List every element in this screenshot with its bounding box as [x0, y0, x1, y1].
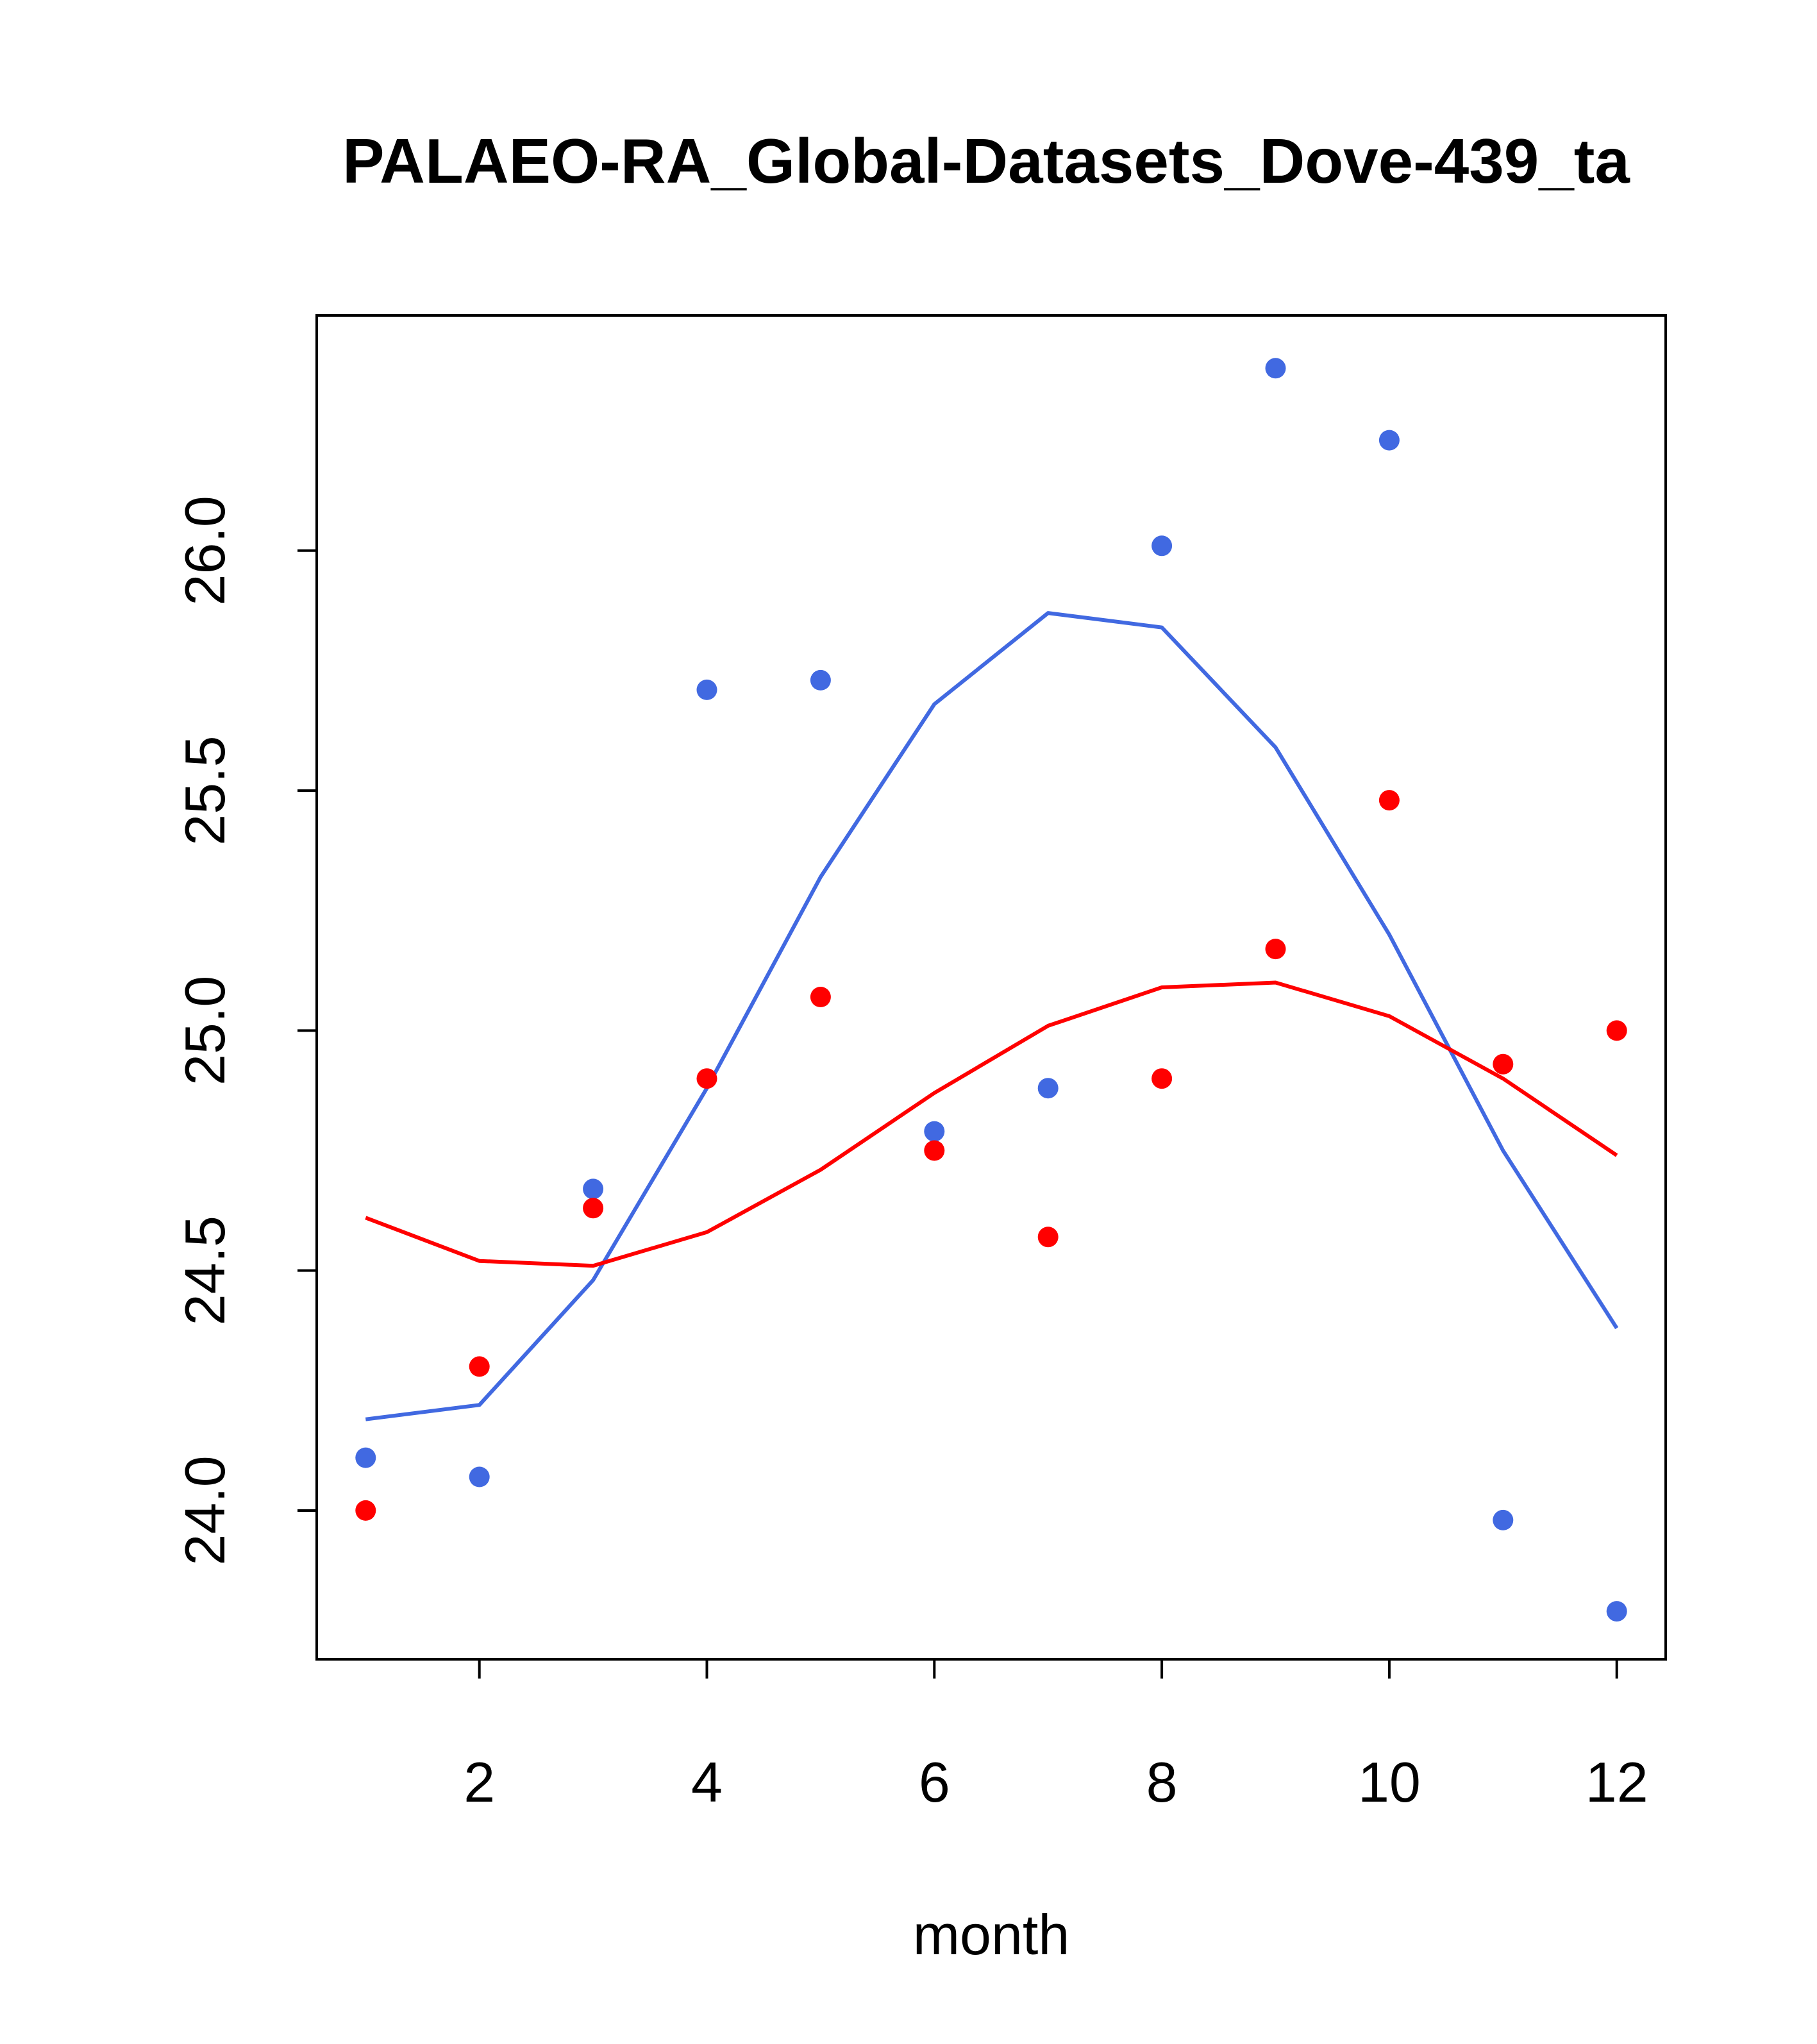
x-tick-label-6: 12: [1586, 1750, 1648, 1814]
data-point-s1-9: [1265, 358, 1286, 379]
y-tick-label-5: 26.0: [173, 496, 237, 605]
data-point-s2-10: [1378, 790, 1400, 811]
x-tick-label-4: 8: [1146, 1750, 1178, 1814]
data-point-s1-3: [583, 1178, 604, 1200]
data-point-s1-10: [1378, 430, 1400, 451]
series-line-1: [365, 611, 1619, 1421]
x-tick-label-3: 6: [919, 1750, 950, 1814]
data-point-s1-6: [924, 1121, 945, 1142]
data-point-s2-7: [1037, 1227, 1059, 1248]
data-point-s2-12: [1606, 1020, 1627, 1041]
data-point-s1-12: [1606, 1601, 1627, 1622]
data-point-s1-7: [1037, 1078, 1059, 1099]
y-tick-label-1: 24.0: [173, 1455, 237, 1565]
data-point-s2-4: [696, 1068, 717, 1089]
data-point-s1-2: [469, 1466, 490, 1487]
data-point-s1-1: [355, 1447, 376, 1468]
data-point-s2-9: [1265, 939, 1286, 960]
x-tick-label-2: 4: [691, 1750, 723, 1814]
y-tick-label-4: 25.5: [173, 735, 237, 845]
plot-content: [355, 358, 1627, 1622]
x-axis-label: month: [913, 1903, 1070, 1966]
x-tick-label-5: 10: [1358, 1750, 1421, 1814]
x-tick-label-1: 2: [464, 1750, 495, 1814]
data-point-s1-5: [810, 669, 831, 691]
y-tick-label-3: 25.0: [173, 976, 237, 1085]
data-point-s2-8: [1151, 1068, 1173, 1089]
data-point-s1-8: [1151, 535, 1173, 557]
data-point-s1-11: [1493, 1509, 1514, 1530]
series-line-2: [365, 980, 1618, 1268]
data-point-s2-2: [469, 1356, 490, 1377]
y-tick-label-2: 24.5: [173, 1216, 237, 1325]
data-point-s1-4: [696, 679, 717, 700]
y-axis: 24.0 24.5 25.0 25.5 26.0: [173, 496, 318, 1566]
x-axis: 2 4 6 8 10 12: [464, 1658, 1648, 1814]
data-point-s2-5: [810, 987, 831, 1007]
data-point-s2-6: [924, 1140, 945, 1161]
data-point-s2-11: [1493, 1053, 1514, 1075]
chart-title: PALAEO-RA_Global-Datasets_Dove-439_ta: [342, 126, 1630, 196]
data-point-s2-3: [583, 1198, 604, 1219]
data-point-s2-1: [355, 1500, 376, 1521]
